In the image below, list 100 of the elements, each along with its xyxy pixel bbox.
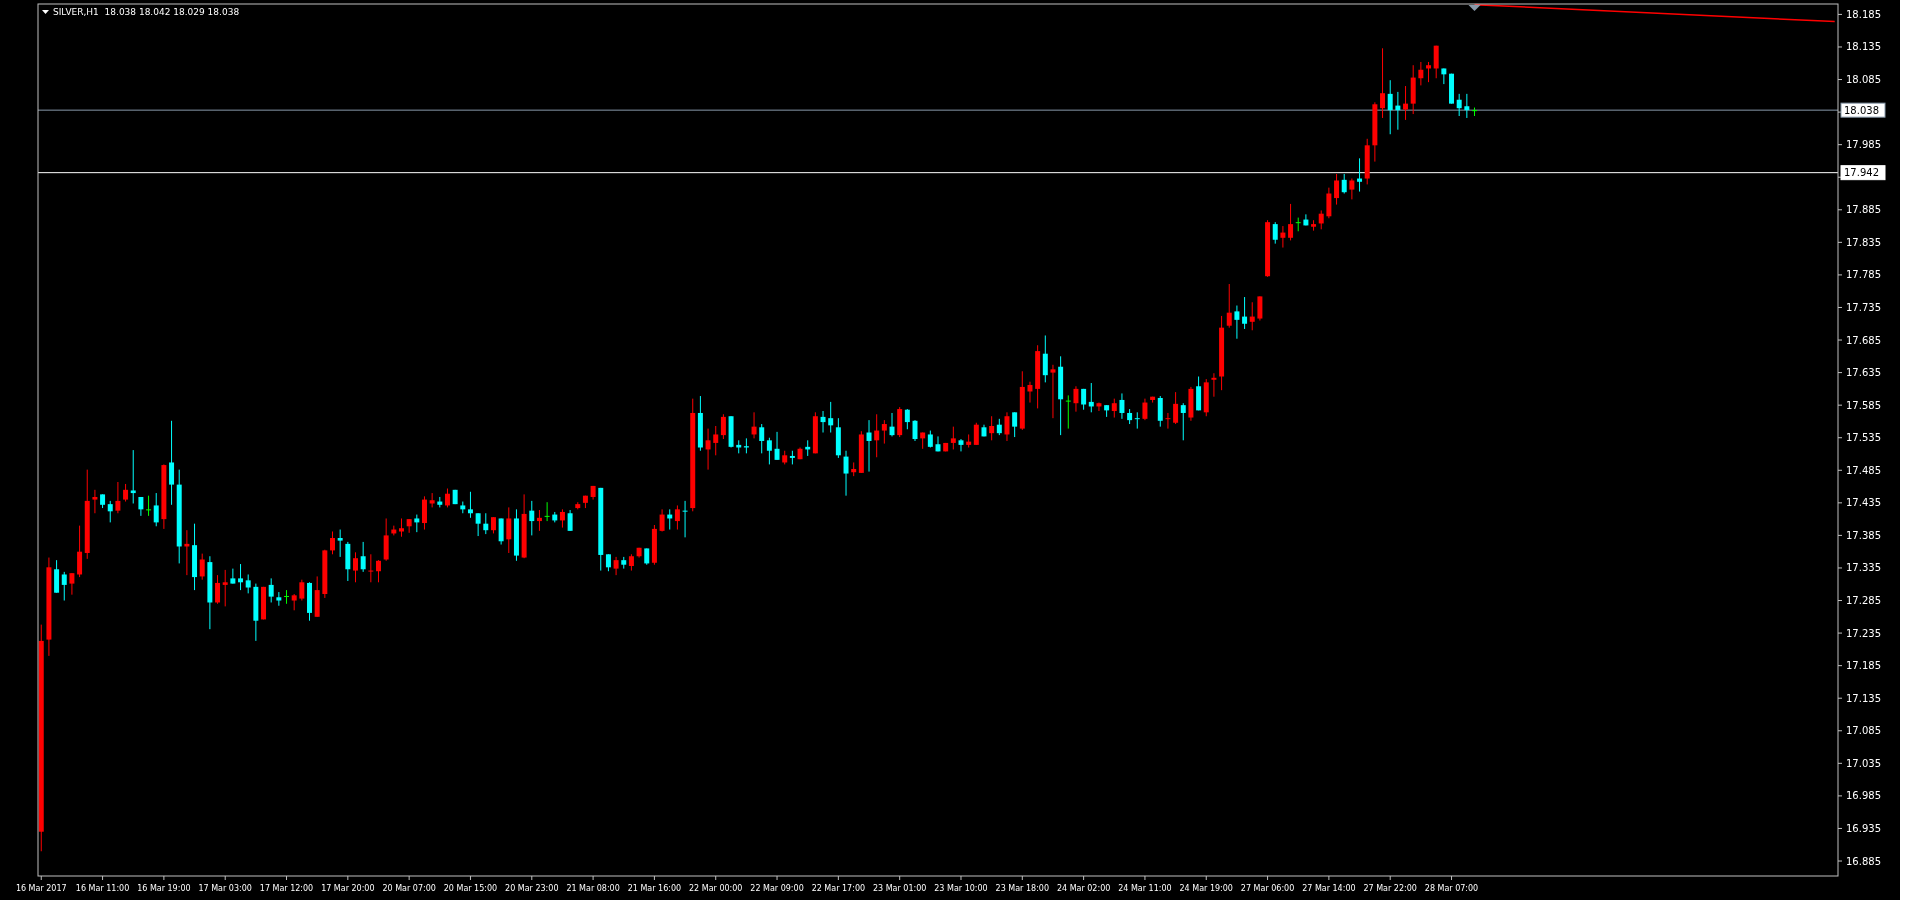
candlestick [444, 488, 450, 508]
y-tick-label: 18.185 [1846, 8, 1881, 20]
candlestick [1249, 301, 1255, 331]
x-tick-label: 23 Mar 18:00 [995, 884, 1050, 893]
candlestick [421, 495, 427, 531]
x-tick-label: 21 Mar 16:00 [627, 884, 682, 893]
candlestick [276, 591, 282, 607]
y-tick-label: 17.685 [1846, 334, 1881, 346]
candlestick [843, 450, 849, 497]
x-tick-label: 16 Mar 19:00 [137, 884, 191, 893]
candlestick [705, 428, 711, 471]
candlestick [268, 577, 274, 603]
candlestick [1142, 398, 1148, 421]
x-tick-label: 20 Mar 23:00 [505, 884, 559, 893]
x-tick-label: 17 Mar 03:00 [198, 884, 252, 893]
y-tick-label: 17.635 [1846, 367, 1881, 379]
candlestick [820, 410, 826, 434]
y-tick-label: 17.835 [1846, 236, 1881, 248]
candlestick [1165, 412, 1171, 430]
x-tick-label: 20 Mar 07:00 [382, 884, 436, 893]
candlestick [766, 437, 772, 465]
y-tick-label: 17.035 [1846, 757, 1881, 769]
candlestick [559, 508, 565, 529]
x-tick-label: 24 Mar 11:00 [1118, 884, 1172, 893]
candlestick [1341, 173, 1347, 195]
candlestick [199, 553, 205, 581]
candlestick [889, 412, 895, 437]
candlestick [874, 413, 880, 458]
candlestick [353, 551, 358, 583]
y-tick-label: 17.585 [1846, 399, 1881, 411]
candlestick [1272, 221, 1278, 245]
candlestick [1288, 203, 1294, 241]
y-tick-label: 17.485 [1846, 464, 1881, 476]
candlestick [146, 495, 152, 517]
y-tick-label: 17.185 [1846, 660, 1881, 672]
candlestick [1234, 305, 1240, 340]
x-tick-label: 16 Mar 11:00 [75, 884, 130, 893]
candlestick [1280, 225, 1286, 249]
candlestick [1441, 67, 1447, 85]
candlestick [1456, 93, 1462, 117]
candlestick [1096, 402, 1102, 412]
candlestick [1134, 411, 1140, 430]
candlestick [61, 571, 67, 602]
x-tick-label: 16 Mar 2017 [15, 884, 67, 893]
candlestick [215, 574, 221, 605]
candlestick [77, 525, 83, 578]
candlestick [1111, 398, 1117, 419]
candlestick [1433, 45, 1439, 79]
candlestick [475, 512, 481, 537]
candlestick [245, 573, 251, 594]
candlestick [92, 489, 98, 514]
candlestick [429, 492, 435, 508]
candlestick [1180, 402, 1186, 441]
y-tick-label: 17.385 [1846, 529, 1881, 541]
candlestick [483, 512, 489, 535]
x-tick-label: 24 Mar 19:00 [1179, 884, 1233, 893]
candlestick [866, 419, 872, 473]
candlestick [950, 426, 956, 450]
candlestick [973, 422, 979, 446]
candlestick [1119, 392, 1125, 420]
candlestick [238, 563, 244, 591]
candlestick [230, 568, 236, 585]
candlestick [1173, 391, 1179, 425]
x-tick-label: 22 Mar 09:00 [750, 884, 804, 893]
candlestick [107, 500, 113, 523]
ref-line-label: 17.942 [1844, 167, 1879, 179]
candlestick [69, 572, 75, 596]
candlestick [544, 501, 550, 522]
candlestick [751, 411, 757, 439]
y-tick-label: 17.435 [1846, 497, 1881, 509]
x-tick-label: 27 Mar 06:00 [1240, 884, 1295, 893]
x-tick-label: 22 Mar 17:00 [811, 884, 866, 893]
candlestick [1226, 283, 1232, 329]
candlestick [1464, 93, 1470, 119]
y-tick-label: 17.135 [1846, 692, 1881, 704]
candlestick [1318, 209, 1324, 230]
candlestick [1073, 385, 1079, 413]
candlestick [330, 531, 335, 555]
candlestick [1242, 296, 1248, 330]
candlestick [1065, 394, 1071, 430]
candlestick [506, 506, 512, 554]
candlestick [368, 553, 374, 583]
candlestick [720, 413, 726, 440]
candlestick [1027, 381, 1033, 404]
candlestick [153, 492, 159, 527]
x-tick-label: 28 Mar 07:00 [1424, 884, 1479, 893]
candlestick [376, 559, 381, 583]
candlestick [1012, 411, 1018, 438]
candlestick [1257, 295, 1263, 321]
y-tick-label: 17.985 [1846, 139, 1881, 151]
candlestick [399, 517, 404, 538]
y-tick-label: 16.885 [1846, 855, 1881, 867]
y-tick-label: 16.985 [1846, 790, 1881, 802]
candlestick [1042, 334, 1048, 383]
candlestick [613, 556, 619, 576]
y-tick-label: 17.785 [1846, 269, 1881, 281]
x-tick-label: 27 Mar 22:00 [1363, 884, 1417, 893]
ref-line-label: 18.038 [1844, 104, 1879, 116]
candlestick [467, 491, 473, 519]
x-tick-label: 23 Mar 10:00 [934, 884, 988, 893]
